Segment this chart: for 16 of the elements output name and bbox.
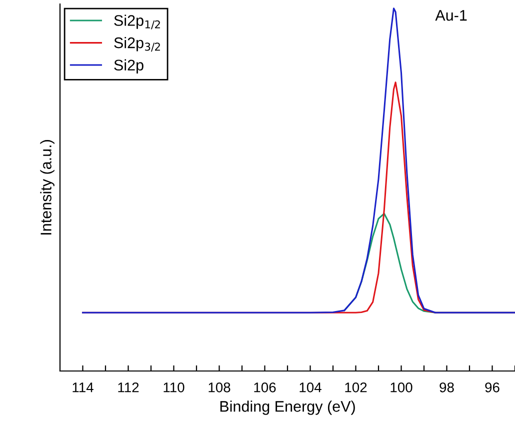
legend-label: Si2p$_{1/2}$ <box>114 14 160 30</box>
annotation: Au-1 <box>435 10 467 21</box>
x-tick-label: 104 <box>300 382 322 392</box>
x-tick-label: 108 <box>208 382 230 392</box>
legend-label: Si2p <box>114 59 144 74</box>
legend-label: Si2p$_{3/2}$ <box>114 37 160 52</box>
x-tick-label: 114 <box>72 382 94 392</box>
x-tick-label: 96 <box>485 382 500 392</box>
x-tick-label: 102 <box>345 382 367 392</box>
x-tick-label: 100 <box>390 382 412 392</box>
x-tick-label: 112 <box>118 382 139 392</box>
x-axis-title: Binding Energy (eV) <box>220 400 355 415</box>
x-tick-label: 106 <box>254 382 276 392</box>
x-tick-label: 110 <box>164 382 184 392</box>
x-tick-label: 98 <box>440 382 454 392</box>
y-axis-title: Intensity (a.u.) <box>40 140 54 234</box>
